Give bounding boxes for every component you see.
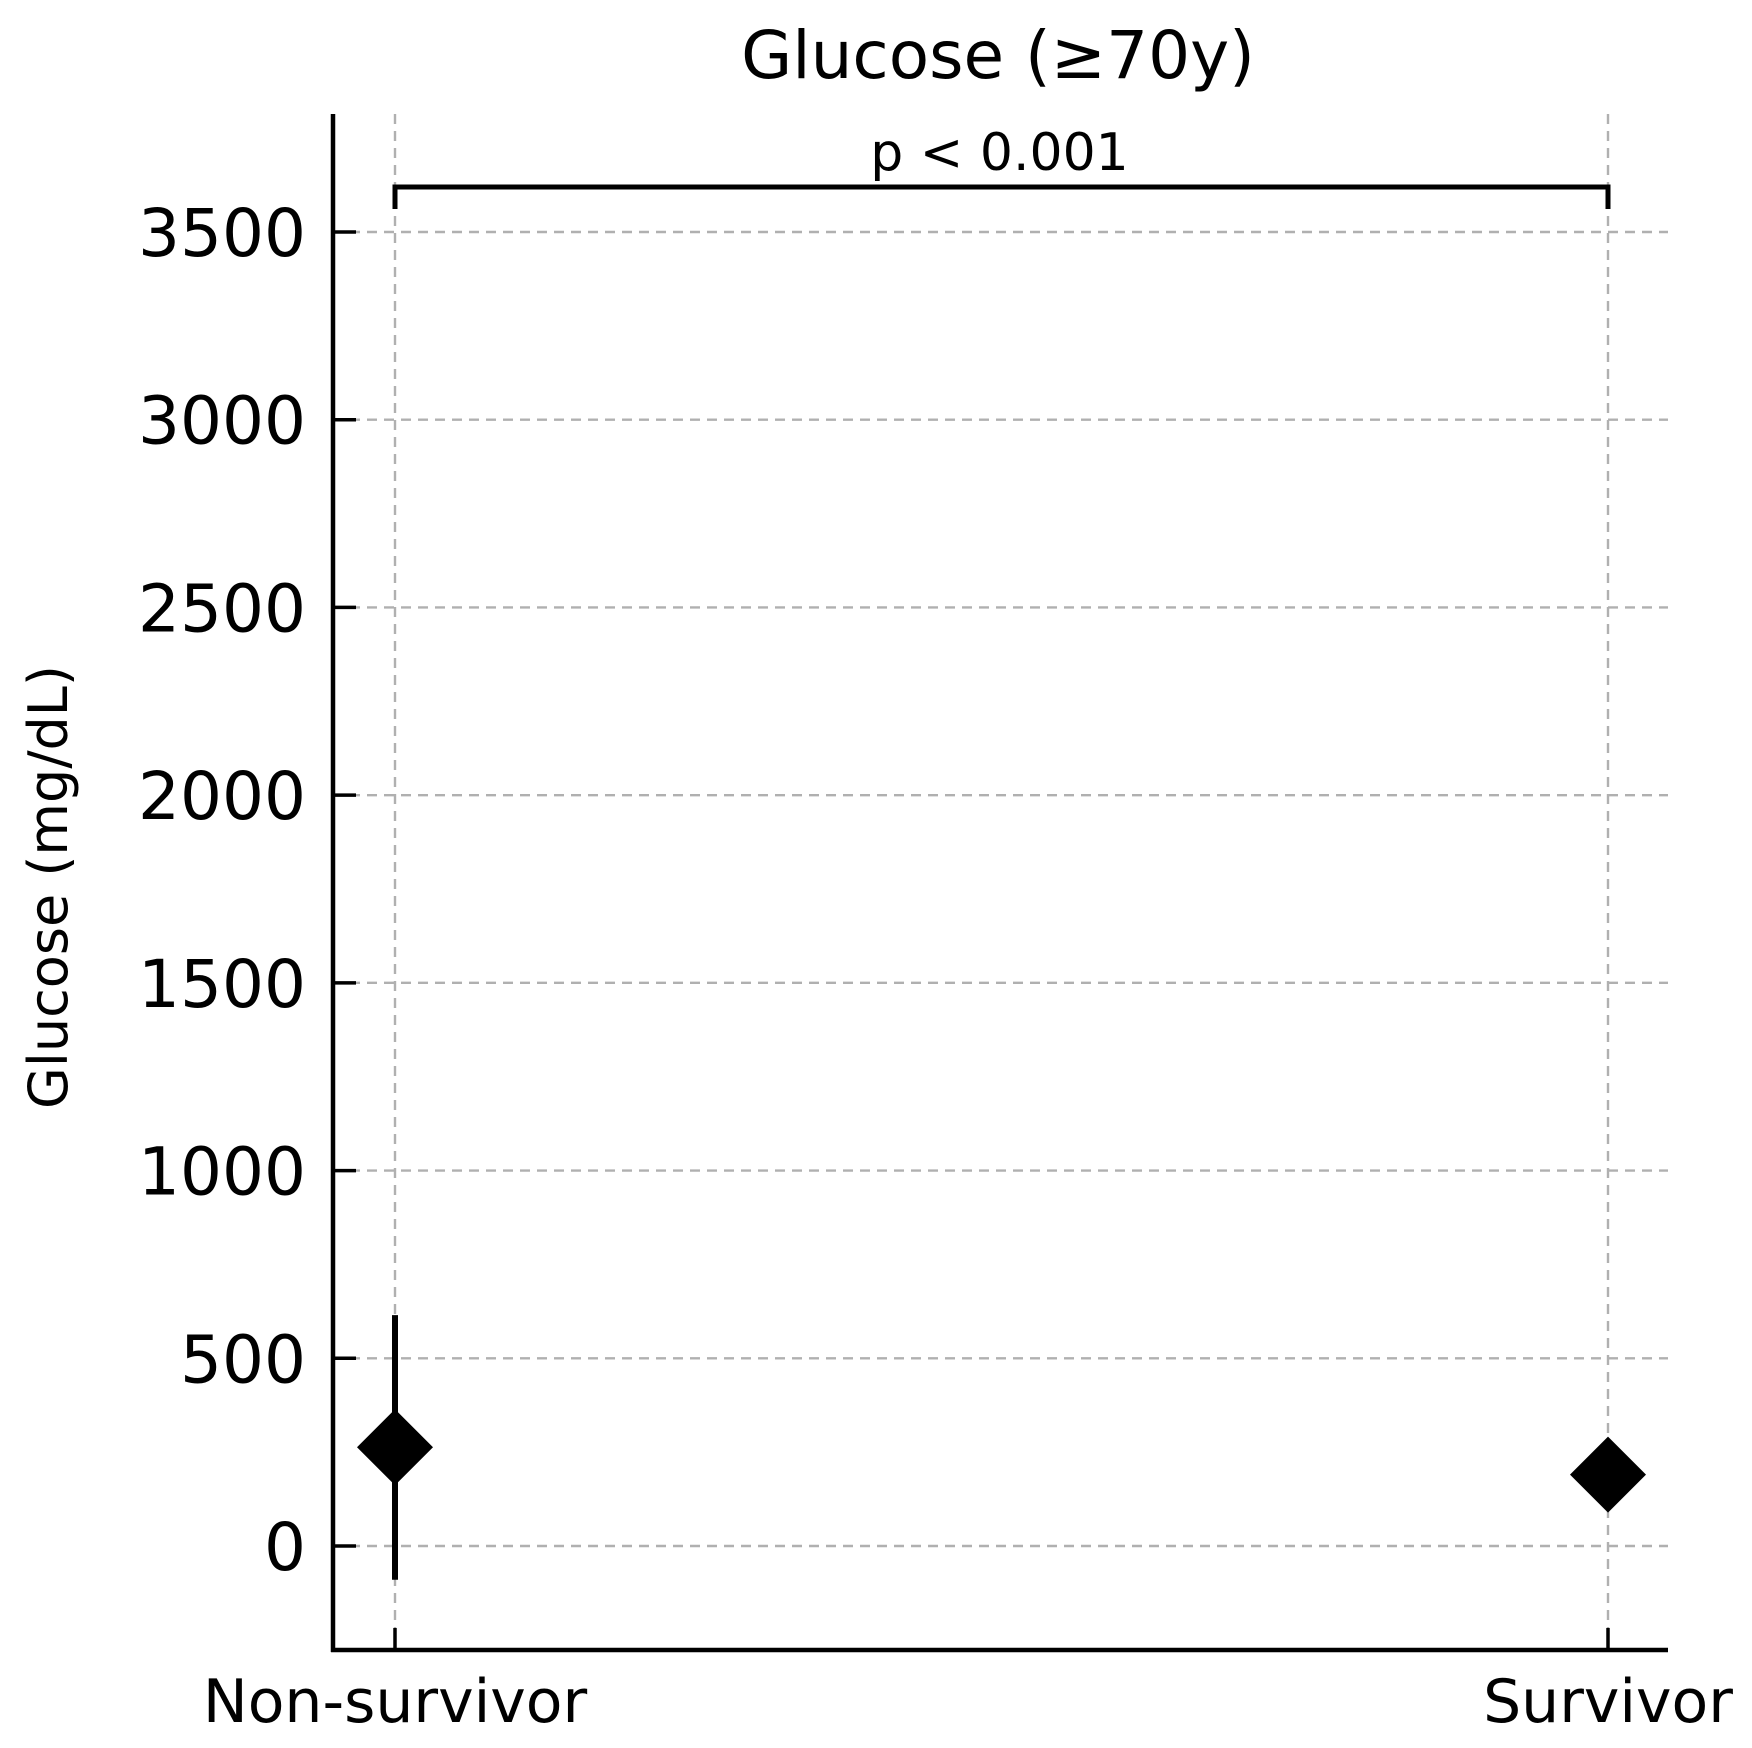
y-tick-label: 2000 xyxy=(138,758,306,835)
y-tick-label: 0 xyxy=(264,1509,306,1586)
y-tick-label: 3000 xyxy=(138,383,306,460)
axes-layer xyxy=(330,114,1668,1653)
significance-bracket xyxy=(392,184,1611,209)
y-tick-label: 1500 xyxy=(138,946,306,1023)
p-value-annotation: p < 0.001 xyxy=(870,123,1129,183)
data-layer xyxy=(357,1315,1646,1580)
y-axis-label: Glucose (mg/dL) xyxy=(17,665,80,1109)
y-tick-label: 500 xyxy=(180,1321,306,1398)
y-tick-label: 3500 xyxy=(138,195,306,272)
x-tick-label: Non-survivor xyxy=(203,1667,588,1737)
data-point-diamond xyxy=(1570,1436,1646,1513)
data-point-diamond xyxy=(357,1409,433,1486)
ticks-layer: 0 500 1000 1500 2000 2500 3000 3500 Non-survivor… xyxy=(138,195,1733,1737)
y-tick-label: 2500 xyxy=(138,570,306,647)
annotation-layer: p < 0.001 xyxy=(392,123,1611,209)
x-tick-label: Survivor xyxy=(1483,1667,1733,1737)
y-tick-label: 1000 xyxy=(138,1134,306,1211)
chart-title: Glucose (≥70y) xyxy=(741,17,1255,94)
grid-layer xyxy=(333,114,1668,1650)
